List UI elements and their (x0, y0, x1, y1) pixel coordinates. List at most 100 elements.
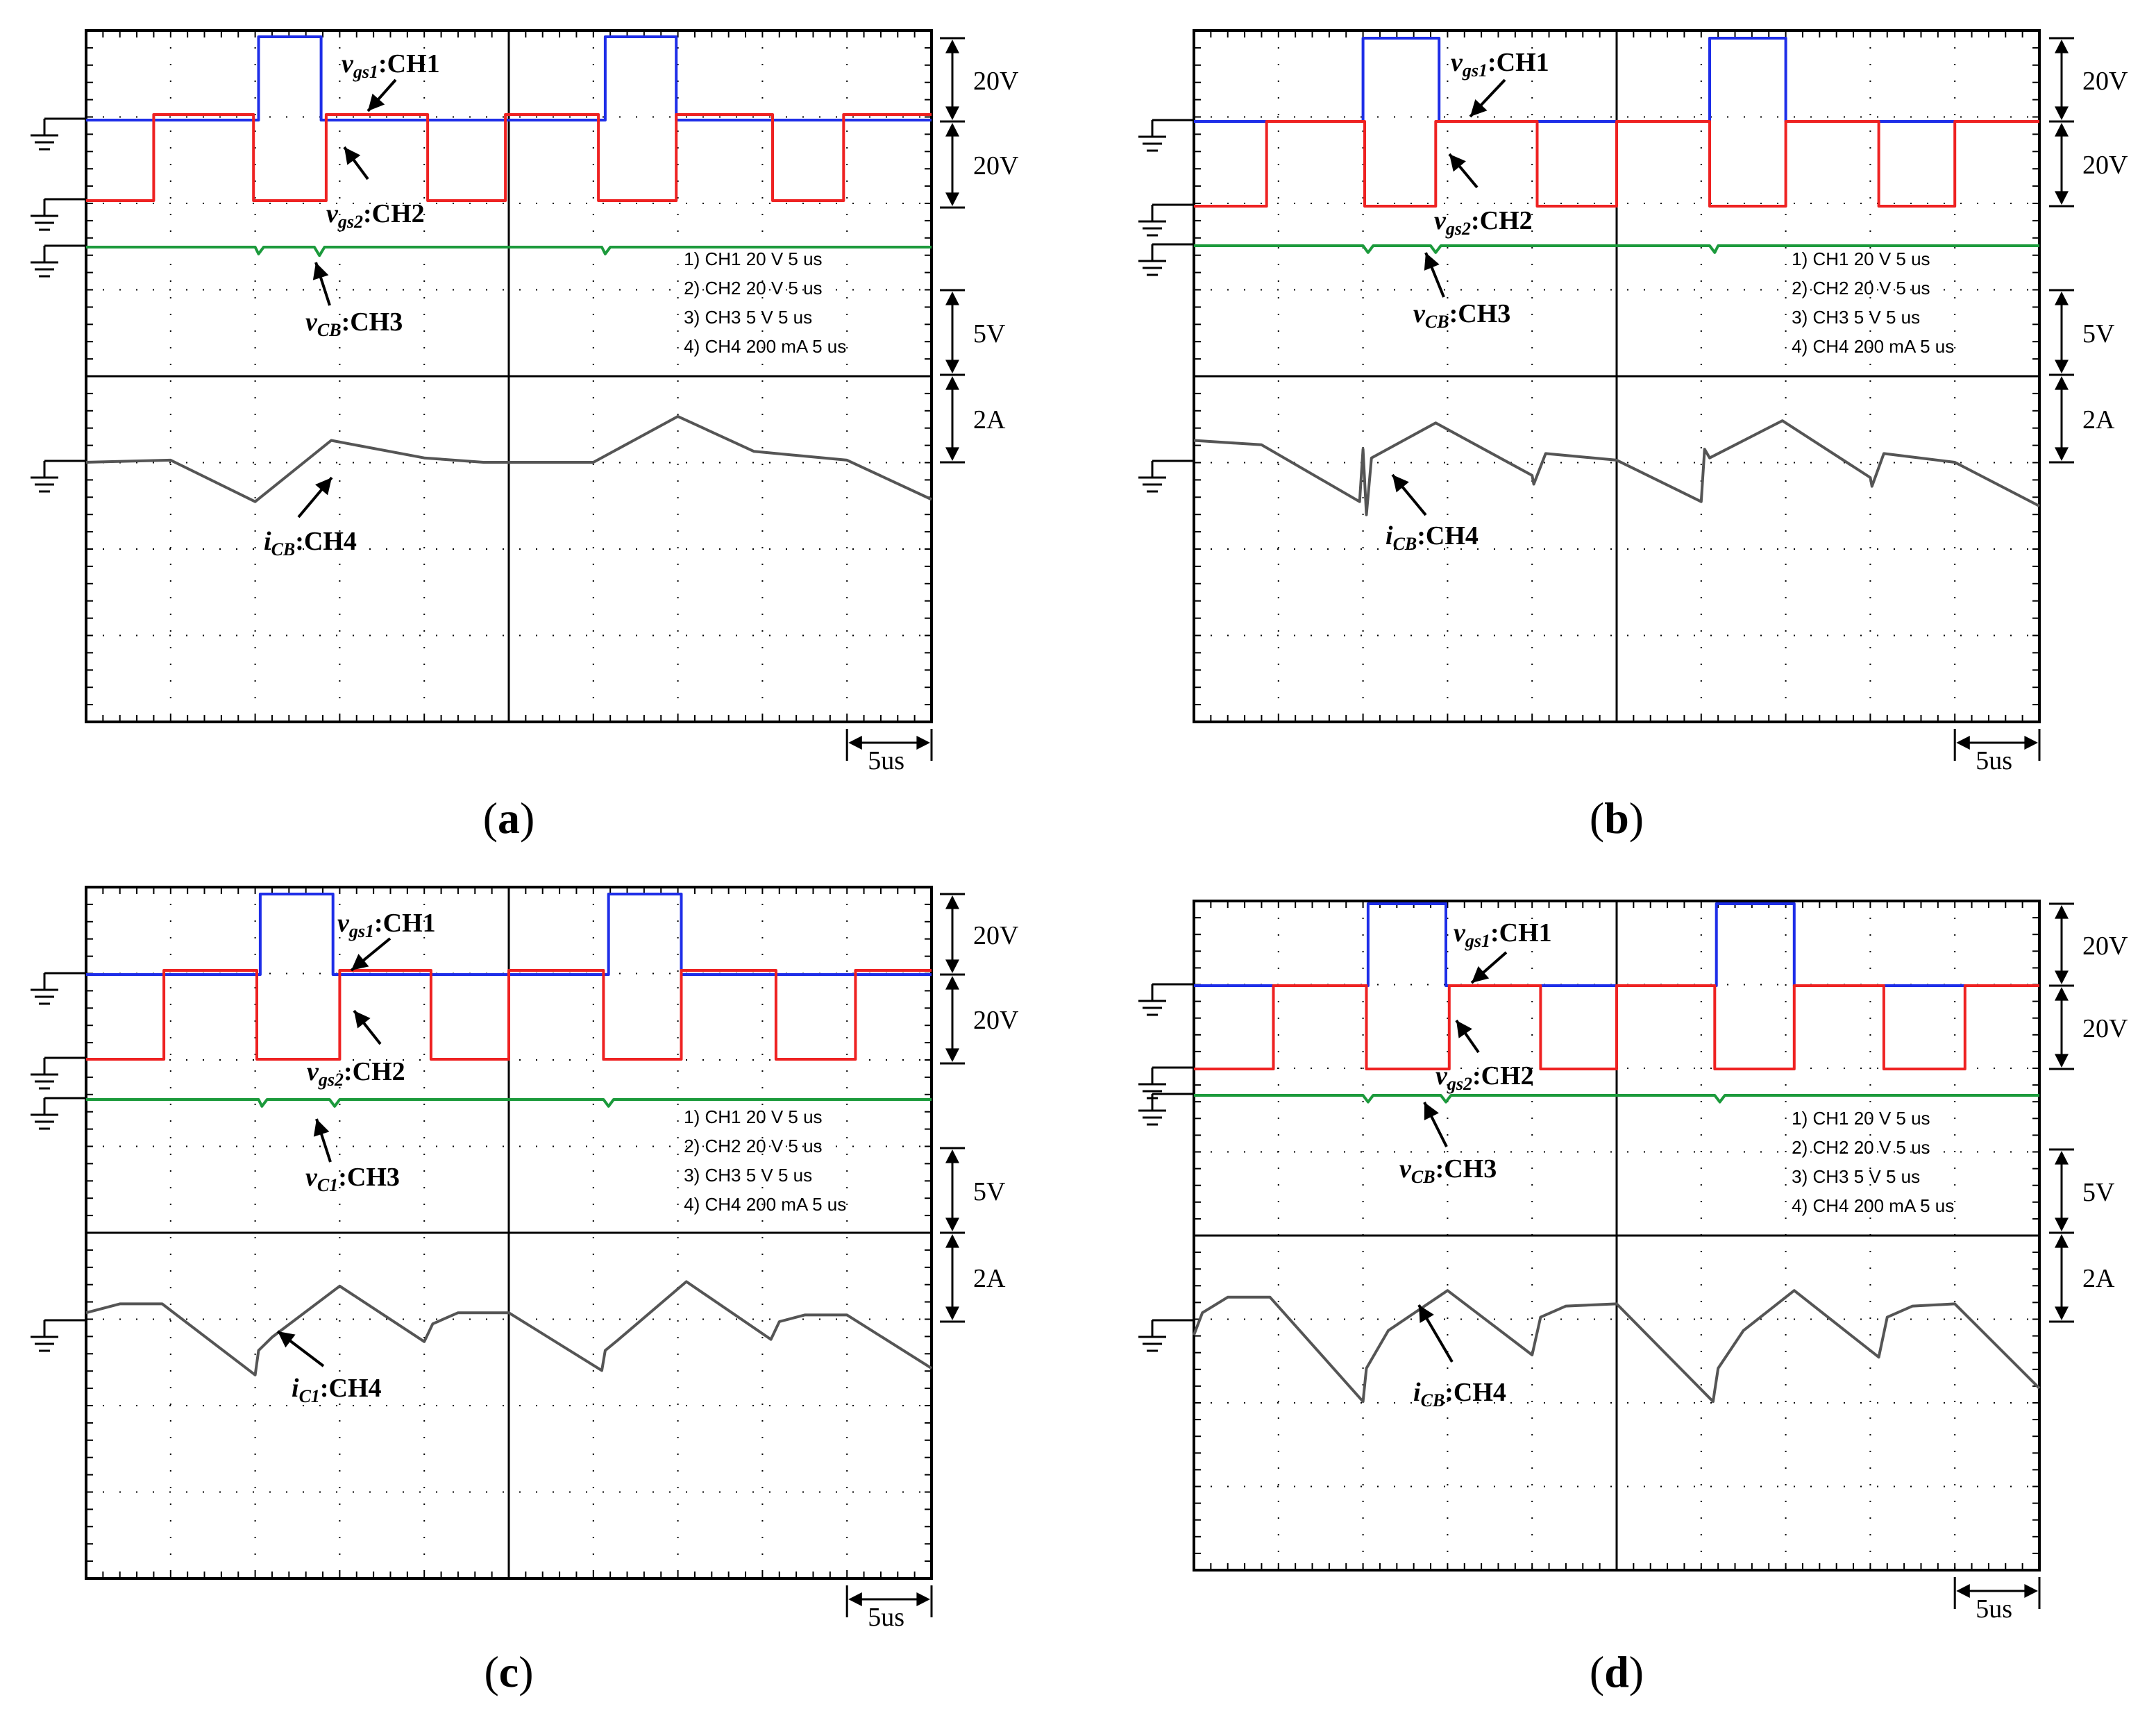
scale-ch3: 5V (2049, 1148, 2115, 1234)
legend-line: 1) CH1 20 V 5 us (684, 1106, 822, 1127)
label-ch3-symbol: v (1399, 1154, 1412, 1183)
trace-ch4 (1193, 1289, 2041, 1404)
legend-line: 4) CH4 200 mA 5 us (1792, 336, 1954, 357)
label-ch2-symbol: v (1434, 206, 1447, 235)
label-ch1-subscript: gs1 (1462, 60, 1488, 81)
label-ch3-subscript: CB (1425, 312, 1449, 332)
scale-arrow-down (945, 1218, 959, 1231)
label-ch3: vC1:CH3 (305, 1163, 400, 1195)
ground-marker-ch2 (31, 1056, 86, 1090)
label-ch2: vgs2:CH2 (1435, 1061, 1534, 1094)
scale-arrow-up (2055, 987, 2069, 1001)
label-ch1-symbol: v (1454, 918, 1466, 947)
label-ch1-subscript: gs1 (348, 921, 374, 941)
trace-ch1 (1194, 902, 2039, 987)
scale-arrow-down (2055, 106, 2069, 120)
label-arrow-ch4-head (278, 1331, 296, 1348)
scale-arrow-down (945, 1306, 959, 1320)
trace-ch2 (1194, 984, 2039, 1070)
scale-arrow-up (2055, 292, 2069, 305)
label-ch1: vgs1:CH1 (1451, 48, 1549, 81)
ground-marker-ch3 (31, 244, 86, 278)
label-ch4-symbol: i (292, 1374, 299, 1403)
panel-caption: (a) (483, 793, 535, 843)
scale-arrow-down (2055, 1218, 2069, 1231)
time-scale: 5us (1953, 729, 2041, 775)
scale-label: 20V (973, 1006, 1019, 1035)
scale-ch4: 2A (2049, 1231, 2115, 1323)
label-ch3-channel: :CH3 (1449, 299, 1511, 328)
ground-marker-ch1 (31, 117, 86, 151)
scale-label: 20V (2082, 67, 2128, 96)
ground-marker-ch1 (1138, 119, 1194, 152)
scale-arrow-up (945, 292, 959, 305)
label-ch3-channel: :CH3 (342, 308, 403, 337)
scale-label: 2A (973, 405, 1006, 435)
panel-caption: (c) (484, 1647, 533, 1696)
caption-letter: a (498, 793, 520, 843)
scale-label: 20V (2082, 1014, 2128, 1043)
label-ch4-symbol: i (264, 527, 271, 556)
scale-ch1: 20V (940, 893, 1019, 976)
scale-label: 20V (973, 67, 1019, 96)
scale-label: 20V (973, 151, 1019, 180)
label-ch2-subscript: gs2 (337, 212, 363, 232)
legend-line: 2) CH2 20 V 5 us (1792, 1137, 1930, 1158)
ground-marker-ch3 (1138, 243, 1194, 276)
label-arrow-ch4-head (1392, 475, 1409, 493)
caption-letter: d (1604, 1647, 1629, 1696)
time-arrow-right (2024, 736, 2038, 750)
trace-ch2 (86, 113, 932, 202)
scale-arrow-up (945, 895, 959, 909)
legend-line: 2) CH2 20 V 5 us (1792, 278, 1930, 298)
time-arrow-right (916, 1592, 930, 1606)
caption-paren: ) (520, 793, 534, 843)
time-label: 5us (1976, 1594, 2012, 1624)
label-ch2-channel: :CH2 (1472, 1061, 1534, 1090)
time-arrow-left (1956, 736, 1970, 750)
trace-ch3 (1194, 1094, 2039, 1104)
ground-marker-ch1 (31, 972, 86, 1005)
legend-line: 4) CH4 200 mA 5 us (684, 336, 846, 357)
label-ch1-channel: :CH1 (1488, 48, 1549, 77)
time-arrow-right (2024, 1584, 2038, 1598)
trace-ch3 (86, 246, 932, 258)
scale-ch1: 20V (940, 37, 1019, 123)
ground-marker-ch3 (1138, 1093, 1194, 1126)
label-ch2-channel: :CH2 (363, 199, 425, 228)
label-ch2-subscript: gs2 (1447, 1074, 1472, 1094)
label-ch3: vCB:CH3 (1413, 299, 1510, 332)
trace-ch3 (86, 1098, 932, 1108)
label-ch4: iCB:CH4 (1386, 521, 1479, 554)
scale-arrow-up (2055, 376, 2069, 390)
caption-paren: ( (1590, 1647, 1604, 1696)
caption-letter: c (499, 1647, 519, 1696)
time-scale: 5us (845, 1585, 933, 1632)
caption-paren: ( (484, 1647, 498, 1696)
label-ch2: vgs2:CH2 (326, 199, 425, 232)
legend-line: 1) CH1 20 V 5 us (1792, 1108, 1930, 1129)
label-ch2-subscript: gs2 (318, 1070, 344, 1090)
label-ch1: vgs1:CH1 (342, 49, 440, 82)
trace-ch2 (1194, 120, 2039, 208)
scale-arrow-down (2055, 191, 2069, 205)
label-ch4-subscript: CB (271, 539, 296, 559)
scale-arrow-down (945, 360, 959, 373)
ground-marker-ch4 (31, 460, 86, 493)
scale-arrow-down (2055, 1054, 2069, 1068)
ground-marker-ch1 (1138, 983, 1194, 1016)
time-scale: 5us (1953, 1577, 2041, 1624)
legend-line: 3) CH3 5 V 5 us (1792, 307, 1920, 328)
label-ch1: vgs1:CH1 (337, 909, 436, 941)
label-ch4-channel: :CH4 (1417, 521, 1479, 550)
ground-marker-ch2 (31, 198, 86, 231)
label-ch2-subscript: gs2 (1445, 219, 1471, 239)
scale-arrow-up (945, 376, 959, 390)
legend-line: 3) CH3 5 V 5 us (684, 307, 812, 328)
scale-label: 5V (2082, 319, 2115, 348)
time-arrow-left (848, 1592, 862, 1606)
scale-ch4: 2A (940, 1231, 1006, 1323)
time-label: 5us (1976, 746, 2012, 775)
scale-arrow-up (945, 976, 959, 990)
label-ch1-channel: :CH1 (1490, 918, 1552, 947)
